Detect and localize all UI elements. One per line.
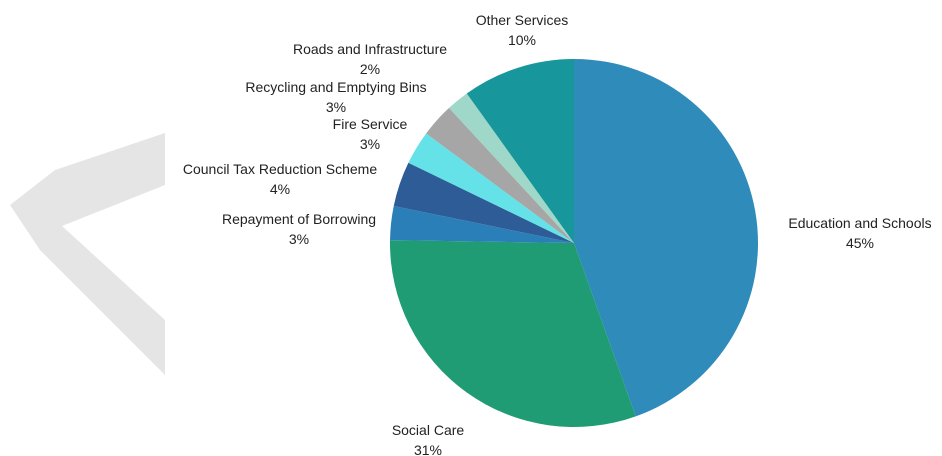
slice-label-name: Social Care <box>392 422 465 438</box>
slice-label-value: 31% <box>414 442 442 456</box>
slice-label-name: Council Tax Reduction Scheme <box>183 161 378 177</box>
pie-slice-education-and-schools <box>574 59 758 417</box>
pie-slice-social-care <box>389 240 636 427</box>
pie-slice-fire-service <box>408 133 574 243</box>
pie-slices <box>389 59 758 427</box>
pie-slice-council-tax-reduction-scheme <box>393 162 574 243</box>
slice-label-value: 3% <box>326 99 346 115</box>
slice-label-name: Other Services <box>476 12 569 28</box>
watermark-chevron-shape <box>10 133 165 375</box>
pie-slice-repayment-of-borrowing <box>390 206 574 243</box>
slice-label-value: 45% <box>846 235 874 251</box>
slice-label-value: 2% <box>360 61 380 77</box>
pie-slice-recycling-and-emptying-bins <box>426 107 574 243</box>
slice-label-value: 3% <box>360 136 380 152</box>
slice-label-value: 10% <box>508 32 536 48</box>
slice-label-value: 4% <box>270 181 290 197</box>
slice-label-name: Fire Service <box>333 116 408 132</box>
slice-labels: Education and Schools 45% Social Care 31% Re… <box>183 12 932 456</box>
slice-label-name: Repayment of Borrowing <box>222 211 376 227</box>
pie-slice-other-services <box>466 59 574 243</box>
slice-label-name: Recycling and Emptying Bins <box>245 79 426 95</box>
slice-label-name: Roads and Infrastructure <box>293 41 447 57</box>
slice-label-name: Education and Schools <box>788 215 931 231</box>
slice-label-value: 3% <box>289 231 309 247</box>
pie-slice-roads-and-infrastructure <box>449 93 574 243</box>
